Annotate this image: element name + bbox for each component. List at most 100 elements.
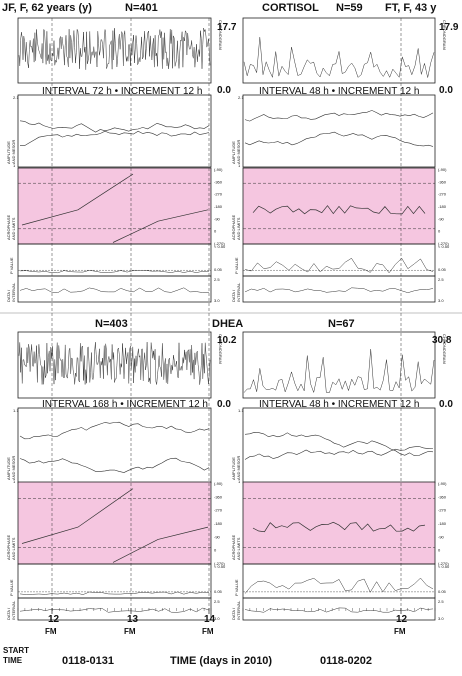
- cortisol-right-amplitude-line-0: [244, 110, 434, 122]
- dhea-left-data-series: [19, 607, 210, 613]
- dhea-left-chronogram-label: CHRONOGRAM: [218, 334, 223, 364]
- dhea-left-phase-tick-3: -180: [214, 521, 223, 526]
- dhea-right-amp-tick-bottom: 1: [238, 479, 241, 484]
- dhea-right-interval-label: INTERVAL: [236, 600, 241, 620]
- dhea-left-phase-tick-5: 0: [214, 548, 217, 553]
- x-tick-left-13: 13: [127, 614, 139, 625]
- cortisol-title: CORTISOL: [262, 2, 319, 14]
- cortisol-left-p-tick-1: 0.05: [214, 267, 223, 272]
- cortisol-left-interval-label: INTERVAL: [11, 282, 16, 302]
- dhea-left-chrono-max: 10.2: [217, 335, 237, 346]
- dhea-left-chrono-min: 0.0: [217, 399, 231, 410]
- cortisol-right-data-frame: [242, 275, 436, 303]
- x-tick-left-12: 12: [48, 614, 60, 625]
- dhea-right-data-label: DATA /: [231, 607, 236, 620]
- x-tick-left-14: 14: [204, 614, 216, 625]
- cortisol-left-amp-tick-bottom: 1: [13, 163, 16, 168]
- dhea-left-p-tick-1: 0.05: [214, 589, 223, 594]
- dhea-right-pvalue-frame: [242, 563, 436, 599]
- dhea-right-p-tick-1: 0.05: [438, 589, 447, 594]
- cortisol-right-chrono-max: 17.9: [439, 22, 459, 33]
- dhea-left-acrophase-drift-2: [112, 526, 209, 563]
- dhea-right-pvalue-series: [244, 577, 434, 594]
- dhea-right-acrophase-label: ACROPHASE: [231, 535, 236, 560]
- cortisol-right-amp-tick-bottom: 1: [238, 163, 241, 168]
- dhea-right-data-tick-0: 2.5: [438, 599, 444, 604]
- fm-label-4: FM: [394, 627, 406, 636]
- cortisol-left-data-frame: [17, 275, 212, 303]
- dhea-right-amp-tick-top: 1.1: [238, 408, 244, 413]
- dhea-right-chronogram-label: CHRONOGRAM: [442, 334, 447, 364]
- dhea-left-phase-tick-6: (-270): [214, 561, 225, 566]
- dhea-left-pvalue-series: [19, 591, 210, 595]
- cortisol-right-phase-tick-3: -180: [438, 204, 447, 209]
- fm-label-2: FM: [124, 627, 136, 636]
- left-date-range: 0118-0131: [62, 655, 114, 667]
- dhea-right-chronogram-frame: [242, 331, 436, 399]
- fm-label-3: FM: [202, 627, 214, 636]
- cortisol-right-subject: FT, F, 43 y: [385, 2, 437, 14]
- dhea-left-phase-tick-2: -270: [214, 508, 223, 513]
- cortisol-left-amplitude-line-1: [19, 130, 210, 146]
- cortisol-right-phase-tick-4: -90: [438, 216, 445, 221]
- cortisol-left-phase-tick-1: -360: [214, 179, 223, 184]
- cortisol-right-amplitude-frame: [242, 94, 436, 168]
- cortisol-left-n: N=401: [125, 2, 158, 14]
- dhea-right-amplitude-line-1: [244, 446, 434, 460]
- cortisol-right-acrophase-label: ACROPHASE: [231, 215, 236, 240]
- cortisol-right-pvalue-series: [244, 257, 434, 274]
- cortisol-left-amplitude-frame: [17, 94, 212, 168]
- cortisol-right-phase-tick-6: (-270): [438, 241, 449, 246]
- dhea-left-amplitude-line-0: [19, 421, 210, 440]
- dhea-left-pvalue-label: P VALUE: [9, 579, 14, 596]
- cortisol-left-acrophase-drift-2: [112, 209, 209, 243]
- dhea-right-phase-tick-6: (-270): [438, 561, 449, 566]
- dhea-left-chronogram-frame: [17, 331, 212, 399]
- cortisol-right-data-tick-1: 3.0: [438, 298, 444, 303]
- cortisol-left-phase-tick-4: -90: [214, 216, 221, 221]
- dhea-left-amplitude-frame: [17, 407, 212, 484]
- cortisol-right-phase-tick-2: -270: [438, 192, 447, 197]
- dhea-right-p-tick-0: < 0.50: [438, 564, 450, 569]
- cortisol-left-pvalue-label: P VALUE: [9, 257, 14, 274]
- cortisol-left-phase-tick-3: -180: [214, 204, 223, 209]
- cortisol-right-phase-tick-5: 0: [438, 229, 441, 234]
- cortisol-right-chronogram-label: CHRONOGRAM: [442, 20, 447, 50]
- cortisol-left-acrophase-drift-1: [21, 173, 134, 226]
- dhea-right-amplitude-label: AMPLITUDE: [231, 457, 236, 480]
- right-date-range: 0118-0202: [320, 655, 372, 667]
- dhea-left-data-label: DATA /: [6, 607, 11, 620]
- cortisol-left-pvalue-frame: [17, 243, 212, 277]
- cortisol-left-amplitude-line-0: [19, 120, 210, 133]
- cortisol-left-chronogram-series: [18, 27, 211, 70]
- dhea-right-phase-tick-3: -180: [438, 521, 447, 526]
- dhea-left-data-tick-1: 3.0: [214, 616, 220, 621]
- dhea-left-acrophase-band: [17, 481, 212, 565]
- cortisol-left-data-label: DATA /: [6, 289, 11, 302]
- cortisol-right-n: N=59: [336, 2, 363, 14]
- cortisol-left-pvalue-series: [19, 270, 210, 274]
- cortisol-right-amp-tick-top: 2.1: [238, 95, 244, 100]
- cortisol-left-phase-tick-5: 0: [214, 229, 217, 234]
- dhea-left-n: N=403: [95, 318, 128, 330]
- cortisol-right-phase-tick-1: -360: [438, 179, 447, 184]
- dhea-right-amplitude-frame: [242, 407, 436, 484]
- cortisol-left-acrophase-band: [17, 167, 212, 245]
- cortisol-left-amp-tick-top: 2.1: [13, 95, 19, 100]
- x-tick-right-12: 12: [396, 614, 408, 625]
- cortisol-left-amplitude-label: AMPLITUDE: [6, 141, 11, 164]
- dhea-right-pvalue-label: P VALUE: [234, 579, 239, 596]
- dhea-right-phase-tick-4: -90: [438, 534, 445, 539]
- dhea-left-amplitude-label: AMPLITUDE: [6, 457, 11, 480]
- cortisol-right-p-tick-1: 0.05: [438, 267, 447, 272]
- dhea-right-data-series: [244, 607, 434, 613]
- cortisol-left-limits-label: AND LIMITS: [11, 217, 16, 240]
- dhea-right-phase-tick-1: -360: [438, 494, 447, 499]
- cortisol-left-data-tick-0: 2.5: [214, 277, 220, 282]
- dhea-left-amplitude-line-1: [19, 457, 210, 473]
- dhea-right-data-tick-1: 3.0: [438, 616, 444, 621]
- dhea-right-amplitude-line-0: [244, 431, 434, 456]
- fm-label-1: FM: [45, 627, 57, 636]
- cortisol-right-pvalue-label: P VALUE: [234, 257, 239, 274]
- cortisol-right-data-tick-0: 2.5: [438, 277, 444, 282]
